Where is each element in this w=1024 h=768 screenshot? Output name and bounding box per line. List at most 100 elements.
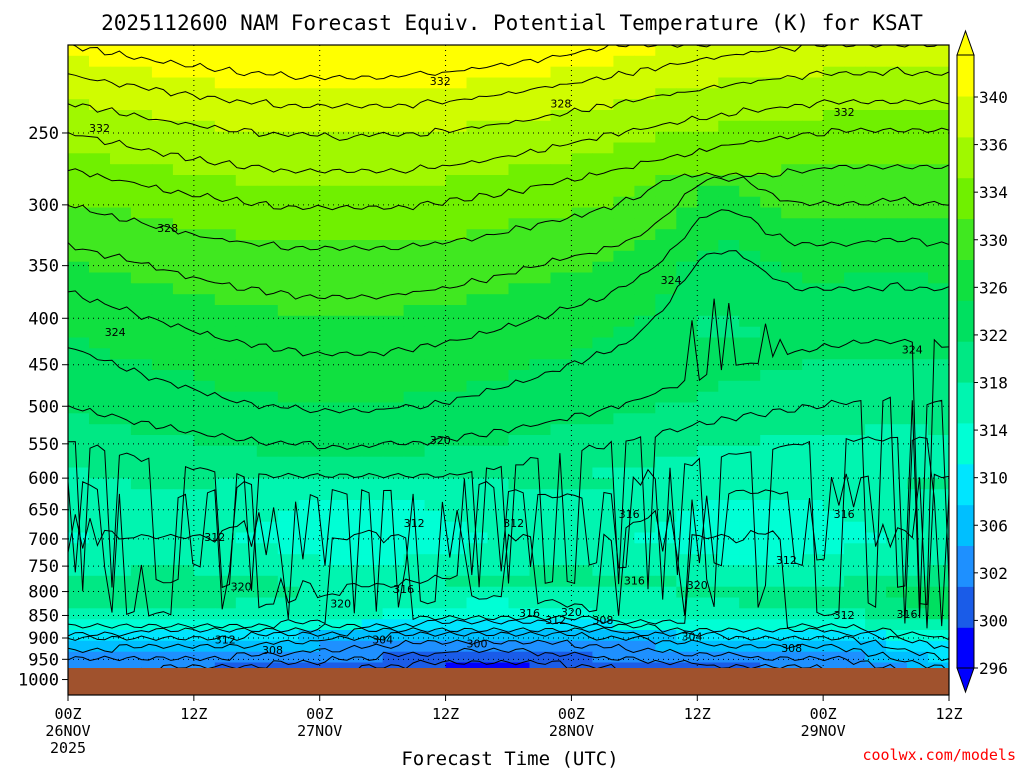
field-cell xyxy=(110,586,132,599)
field-cell xyxy=(676,532,698,544)
field-cell xyxy=(130,175,153,187)
field-cell xyxy=(676,500,698,512)
field-cell xyxy=(697,240,719,252)
field-cell xyxy=(110,413,132,425)
field-cell xyxy=(130,66,153,79)
field-cell xyxy=(634,315,656,328)
field-cell xyxy=(110,391,132,404)
field-cell xyxy=(340,250,363,263)
field-cell xyxy=(151,630,174,642)
field-cell xyxy=(130,131,153,144)
field-cell xyxy=(193,467,216,479)
field-cell xyxy=(634,359,656,371)
field-cell xyxy=(256,272,279,284)
field-cell xyxy=(445,359,468,371)
field-cell xyxy=(760,608,782,620)
field-cell xyxy=(508,66,531,79)
contour-line xyxy=(68,176,949,300)
field-cell xyxy=(256,575,279,588)
field-cell xyxy=(68,120,90,133)
field-cell xyxy=(382,467,405,479)
field-cell xyxy=(655,164,677,176)
x-tick-date: 27NOV xyxy=(297,722,342,740)
field-cell xyxy=(718,640,740,653)
field-cell xyxy=(487,478,510,490)
field-cell xyxy=(823,272,845,284)
field-cell xyxy=(487,66,510,79)
colorbar-segment xyxy=(957,463,974,506)
field-cell xyxy=(214,413,237,425)
field-cell xyxy=(844,120,866,133)
field-cell xyxy=(550,456,573,469)
y-tick-label: 700 xyxy=(28,530,59,550)
field-cell xyxy=(529,142,552,154)
field-cell xyxy=(571,261,593,274)
field-cell xyxy=(298,489,321,501)
field-cell xyxy=(361,45,384,57)
field-cell xyxy=(130,229,153,241)
field-cell xyxy=(760,218,782,230)
field-cell xyxy=(68,370,90,382)
field-cell xyxy=(214,380,237,393)
field-cell xyxy=(256,359,279,371)
field-cell xyxy=(781,229,803,241)
field-cell xyxy=(193,608,216,620)
field-cell xyxy=(214,120,237,133)
field-cell xyxy=(718,435,740,447)
field-cell xyxy=(403,337,426,349)
field-cell xyxy=(382,543,405,555)
field-cell xyxy=(802,402,824,414)
colorbar-segment xyxy=(957,422,974,465)
field-cell xyxy=(235,370,258,382)
field-cell xyxy=(802,185,824,198)
field-cell xyxy=(508,99,531,111)
field-cell xyxy=(718,196,740,209)
field-cell xyxy=(89,55,111,68)
field-cell xyxy=(110,131,132,144)
field-cell xyxy=(802,283,824,295)
field-cell xyxy=(844,153,866,165)
field-cell xyxy=(739,402,761,414)
field-cell xyxy=(781,294,803,306)
field-cell xyxy=(89,164,111,176)
field-cell xyxy=(823,229,845,241)
field-cell xyxy=(277,597,300,609)
field-cell xyxy=(340,402,363,414)
field-cell xyxy=(382,66,405,79)
field-cell xyxy=(298,207,321,219)
field-cell xyxy=(508,45,531,57)
field-cell xyxy=(89,294,111,306)
field-cell xyxy=(235,120,258,133)
field-cell xyxy=(781,424,803,436)
field-cell xyxy=(256,370,279,382)
field-cell xyxy=(592,521,614,534)
field-cell xyxy=(151,391,174,404)
field-cell xyxy=(886,218,908,230)
field-cell xyxy=(802,370,824,382)
field-cell xyxy=(634,131,656,144)
field-cell xyxy=(676,380,698,393)
field-cell xyxy=(781,250,803,263)
field-cell xyxy=(697,315,719,328)
field-cell xyxy=(781,543,803,555)
field-cell xyxy=(823,478,845,490)
field-cell xyxy=(319,153,342,165)
field-cell xyxy=(110,521,132,534)
field-cell xyxy=(445,651,468,664)
field-cell xyxy=(550,229,573,241)
field-cell xyxy=(424,359,447,371)
field-cell xyxy=(508,380,531,393)
y-tick-label: 850 xyxy=(28,606,59,626)
field-cell xyxy=(508,391,531,404)
field-cell xyxy=(613,565,635,577)
x-axis-label: Forecast Time (UTC) xyxy=(401,748,618,768)
field-cell xyxy=(613,99,635,111)
contour-label: 316 xyxy=(834,508,855,521)
x-tick-label: 12Z xyxy=(432,705,459,723)
field-cell xyxy=(550,305,573,317)
field-cell xyxy=(466,120,489,133)
field-cell xyxy=(340,55,363,68)
field-cell xyxy=(193,532,216,544)
field-cell xyxy=(529,435,552,447)
field-cell xyxy=(361,305,384,317)
